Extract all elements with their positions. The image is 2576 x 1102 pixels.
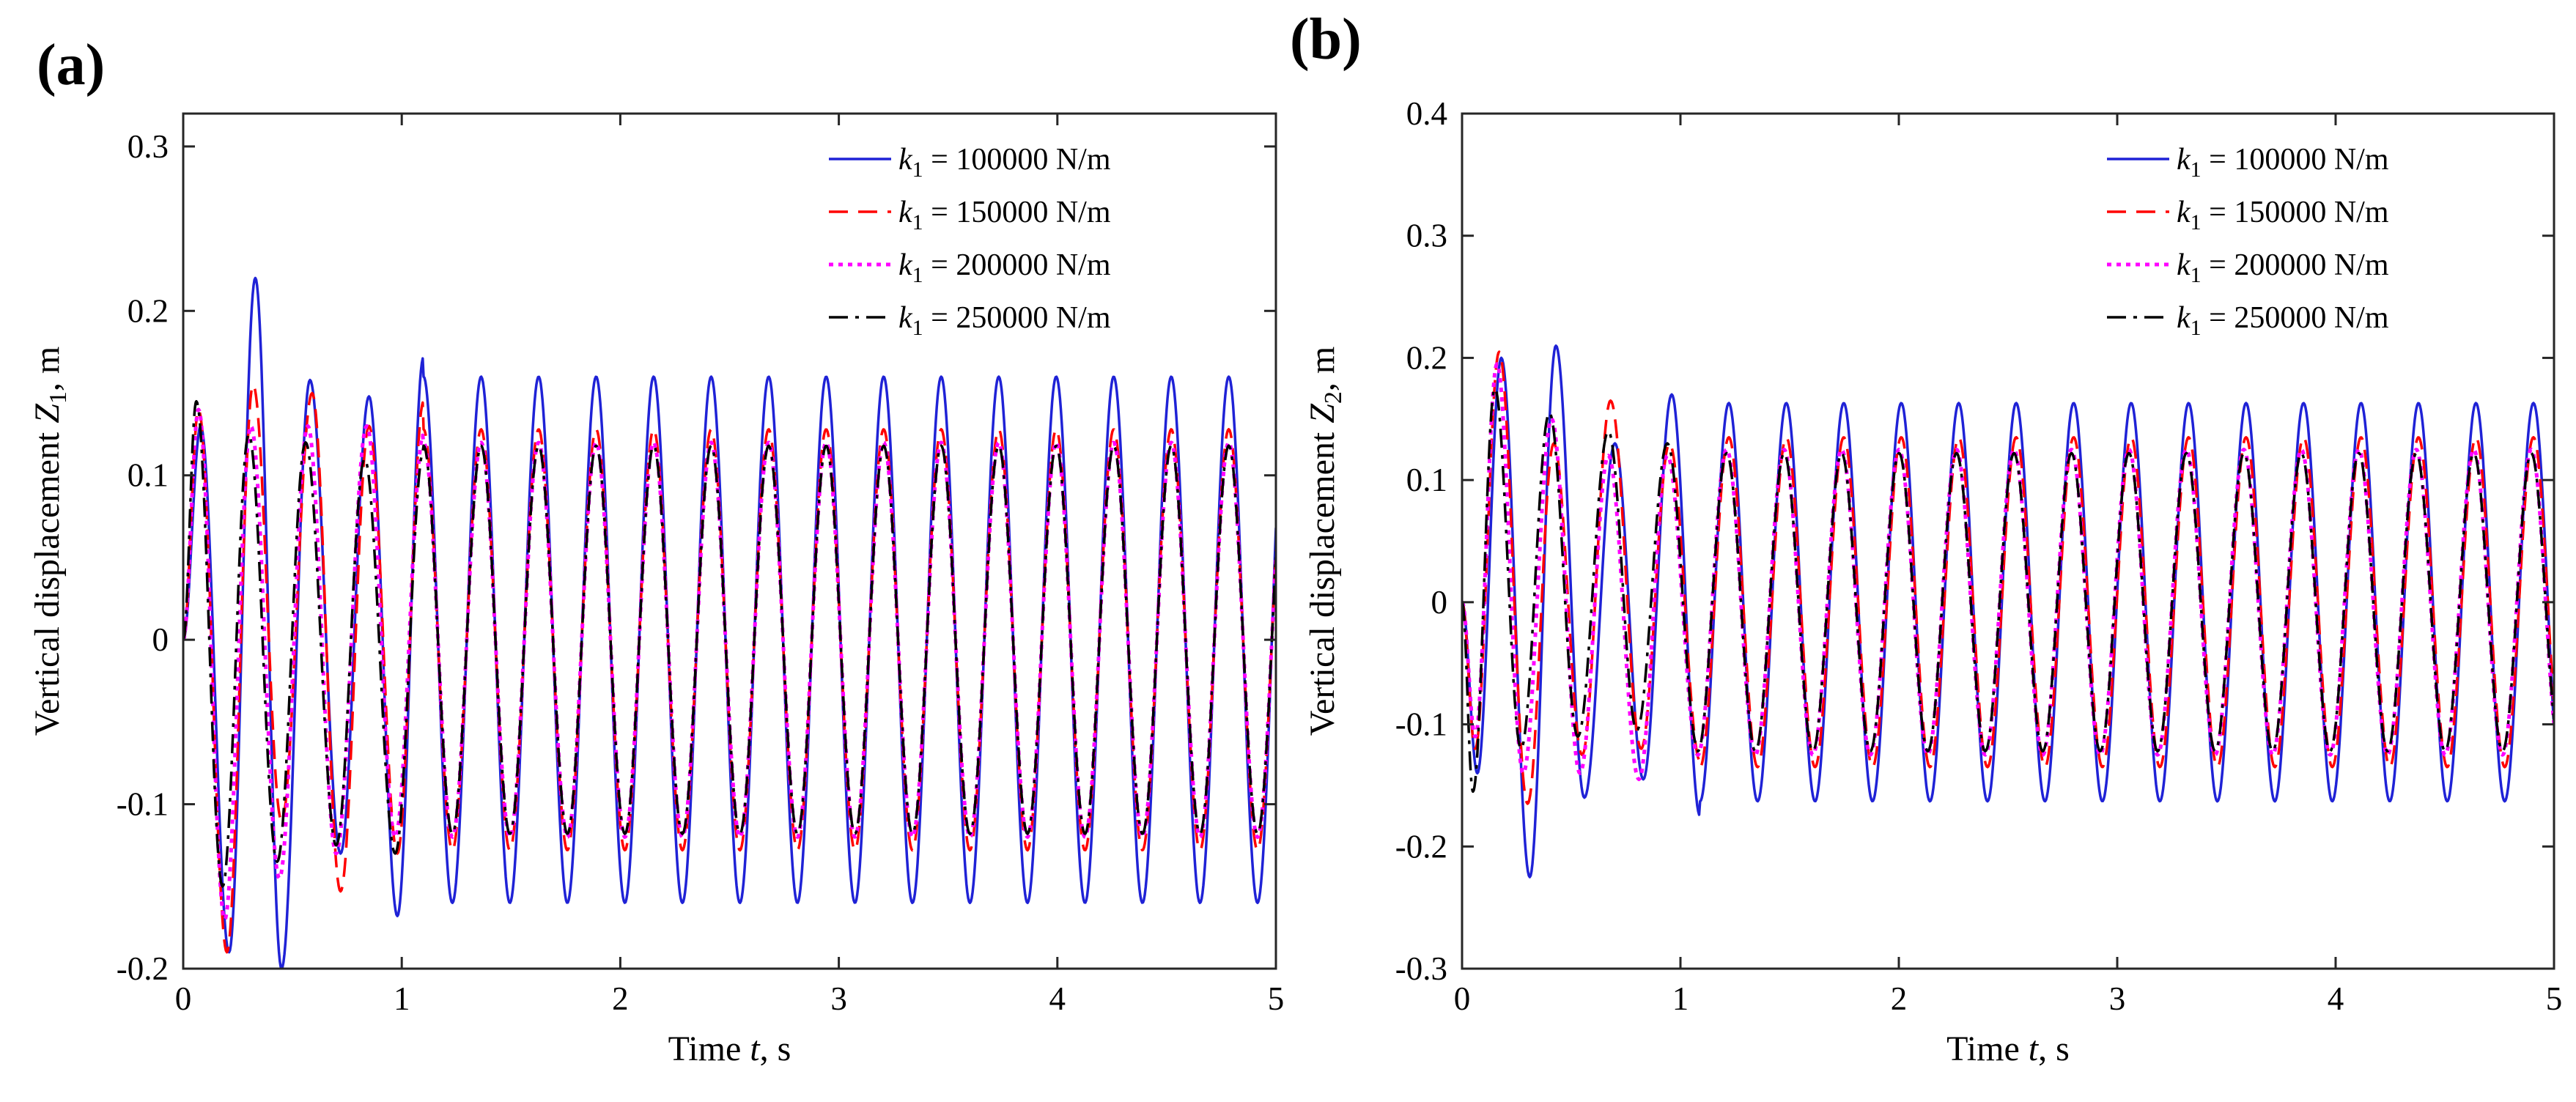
legend-label-2: k1 = 150000 N/m (2177, 196, 2389, 234)
x-axis-label-unit: , s (2038, 1029, 2070, 1068)
panel-label: (a) (37, 33, 105, 97)
y-axis-label-unit: , m (1303, 347, 1342, 391)
plot-area (183, 114, 1276, 969)
legend-var: k (2177, 301, 2191, 335)
series-line-1 (183, 276, 1276, 969)
series-group (1462, 344, 2554, 879)
legend-text: = 150000 N/m (923, 196, 1111, 229)
legend-sub: 1 (2191, 210, 2202, 234)
legend-text: = 100000 N/m (923, 143, 1111, 177)
y-tick-label: -0.2 (117, 950, 169, 987)
y-axis-label-sub: 1 (45, 391, 72, 404)
legend-sub: 1 (912, 210, 923, 234)
x-axis-label-var: t (750, 1029, 761, 1068)
x-axis-label-var: t (2029, 1029, 2040, 1068)
x-axis-label: Time t, s (668, 1029, 791, 1068)
y-axis-label-sub: 2 (1320, 391, 1347, 404)
y-tick-label: 0.2 (1406, 339, 1447, 376)
y-axis-label: Vertical displacement Z2, m (1303, 347, 1347, 736)
x-tick-label: 5 (2546, 980, 2563, 1017)
x-tick-label: 0 (1454, 980, 1471, 1017)
panel-label: (b) (1290, 7, 1362, 72)
legend-label-3: k1 = 200000 N/m (2177, 248, 2389, 287)
y-axis-label-text: Vertical displacement (28, 424, 67, 736)
series-group (183, 276, 1276, 969)
x-tick-label: 3 (830, 980, 847, 1017)
x-tick-label: 1 (1672, 980, 1689, 1017)
x-axis-label-text: Time (1946, 1029, 2029, 1068)
x-axis-label: Time t, s (1946, 1029, 2070, 1068)
legend: k1 = 100000 N/mk1 = 150000 N/mk1 = 20000… (2107, 143, 2389, 340)
legend-sub: 1 (2191, 316, 2202, 340)
legend-label-2: k1 = 150000 N/m (898, 196, 1111, 234)
legend-text: = 200000 N/m (923, 248, 1111, 282)
y-tick-label: 0 (152, 621, 169, 658)
y-tick-label: -0.1 (117, 786, 169, 823)
y-tick-label: 0.2 (128, 292, 169, 329)
legend-sub: 1 (2191, 263, 2202, 287)
y-tick-label: 0.1 (128, 457, 169, 494)
x-tick-label: 0 (175, 980, 192, 1017)
chart-panel-1: (a) 0 1 2 3 4 5 -0.2 -0.1 0 0.1 0.2 0.3 Time t, s Vert… (28, 33, 1284, 1068)
y-tick-label: 0.1 (1406, 462, 1447, 498)
y-axis-label: Vertical displacement Z1, m (28, 347, 72, 736)
legend-label-1: k1 = 100000 N/m (2177, 143, 2389, 182)
y-tick-label: -0.2 (1395, 828, 1447, 865)
y-tick-label: -0.3 (1395, 950, 1447, 987)
axes-box (182, 112, 1277, 970)
legend-text: = 100000 N/m (2202, 143, 2389, 177)
legend-sub: 1 (912, 263, 923, 287)
legend-var: k (2177, 196, 2191, 229)
y-tick-label: -0.1 (1395, 706, 1447, 743)
x-tick-label: 2 (1891, 980, 1908, 1017)
legend-label-4: k1 = 250000 N/m (2177, 301, 2389, 340)
legend-sub: 1 (2191, 158, 2202, 182)
legend-label-1: k1 = 100000 N/m (898, 143, 1111, 182)
series-line-4 (183, 399, 1276, 888)
x-axis-label-unit: , s (760, 1029, 791, 1068)
legend-var: k (2177, 248, 2191, 282)
y-tick-label: 0.3 (128, 128, 169, 165)
x-tick-label: 4 (1049, 980, 1066, 1017)
y-tick-label: 0 (1431, 584, 1448, 621)
legend-text: = 250000 N/m (923, 301, 1111, 335)
y-tick-label: 0.3 (1406, 218, 1447, 254)
legend-var: k (898, 248, 913, 282)
legend-text: = 150000 N/m (2202, 196, 2389, 229)
y-axis-label-var: Z (1303, 403, 1342, 424)
legend-label-4: k1 = 250000 N/m (898, 301, 1111, 340)
series-line-2 (1462, 350, 2554, 805)
legend-sub: 1 (912, 158, 923, 182)
legend-var: k (898, 143, 913, 177)
legend-label-3: k1 = 200000 N/m (898, 248, 1111, 287)
x-axis-label-text: Time (668, 1029, 750, 1068)
x-tick-label: 2 (612, 980, 629, 1017)
x-tick-label: 5 (1268, 980, 1285, 1017)
x-tick-label: 1 (394, 980, 410, 1017)
legend-text: = 250000 N/m (2202, 301, 2389, 335)
x-tick-label: 3 (2109, 980, 2126, 1017)
y-axis-label-unit: , m (28, 347, 67, 391)
legend-var: k (898, 301, 913, 335)
legend-text: = 200000 N/m (2202, 248, 2389, 282)
legend-var: k (2177, 143, 2191, 177)
chart-panel-2: (b) 0 1 2 3 4 5 -0.3 -0.2 -0.1 0 0.1 0.2 0.3 0.4 Time t… (1290, 7, 2562, 1068)
axes-box (1461, 112, 2555, 970)
y-axis-label-var: Z (28, 403, 67, 424)
legend-sub: 1 (912, 316, 923, 340)
legend: k1 = 100000 N/mk1 = 150000 N/mk1 = 20000… (829, 143, 1111, 340)
legend-var: k (898, 196, 913, 229)
y-axis-label-text: Vertical displacement (1303, 424, 1342, 736)
y-tick-label: 0.4 (1406, 95, 1447, 132)
x-tick-label: 4 (2328, 980, 2344, 1017)
series-line-4 (1462, 387, 2554, 794)
